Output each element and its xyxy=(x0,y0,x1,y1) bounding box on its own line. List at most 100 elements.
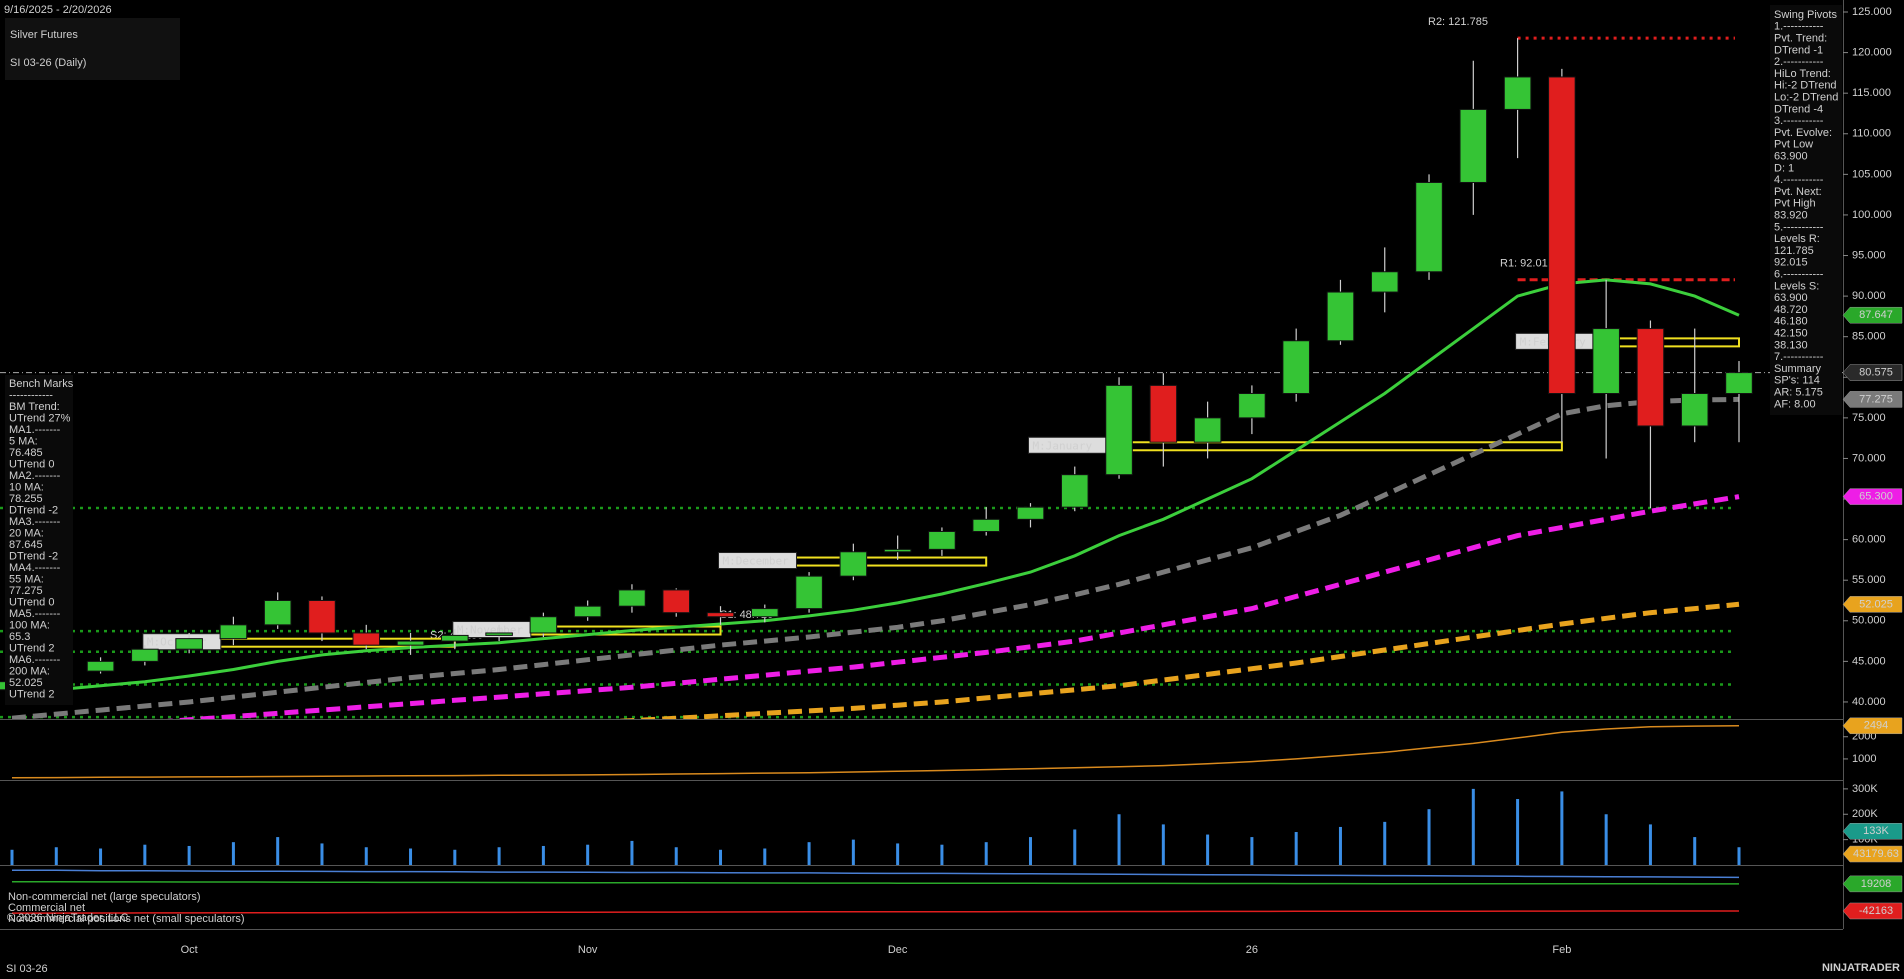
candle-body xyxy=(529,616,558,634)
price-badge xyxy=(1842,845,1903,863)
price-badge xyxy=(1842,823,1903,840)
price-badge xyxy=(1842,306,1903,324)
candle-body xyxy=(1238,393,1266,419)
candle-body xyxy=(839,551,868,577)
swing-pivot-line: 46.180 xyxy=(1774,316,1808,328)
swing-pivot-line: 2.----------- xyxy=(1774,56,1824,68)
volume-bar xyxy=(1028,837,1032,865)
bench-mark-line: UTrend 2 xyxy=(9,642,54,654)
price-badge-label: 65.300 xyxy=(1859,491,1893,503)
bench-mark-line: BM Trend: xyxy=(9,401,60,413)
swing-pivot-line: 1.----------- xyxy=(1774,21,1824,33)
candle-body xyxy=(1149,384,1178,443)
candle-body xyxy=(928,530,956,550)
chart-title: Silver Futures xyxy=(10,29,78,41)
swing-pivot-line: 38.130 xyxy=(1774,339,1808,351)
swing-pivot-line: Pvt High xyxy=(1774,198,1816,210)
volume-bar xyxy=(1206,834,1210,865)
volume-bar xyxy=(1338,826,1342,865)
moving-average xyxy=(615,601,1740,719)
y-tick-label: 1000 xyxy=(1852,753,1876,765)
volume-bar xyxy=(1693,837,1697,865)
volume-bar xyxy=(1737,847,1741,865)
volume-bar xyxy=(719,849,723,865)
volume-bar xyxy=(1560,791,1564,865)
x-tick-label: Oct xyxy=(181,944,198,956)
candle-body xyxy=(175,638,203,650)
bench-mark-line: UTrend 27% xyxy=(9,412,71,424)
price-badge-label: 133K xyxy=(1863,825,1889,837)
series-line xyxy=(12,910,1739,914)
volume-bar xyxy=(54,847,58,865)
volume-bar xyxy=(851,839,855,865)
panel xyxy=(11,725,1740,779)
bench-mark-line: 55 MA: xyxy=(9,573,44,585)
volume-bar xyxy=(276,837,280,865)
bench-mark-line: UTrend 0 xyxy=(9,458,54,470)
price-badge xyxy=(1842,717,1903,735)
y-tick-label: 75.000 xyxy=(1852,412,1886,424)
price-badge xyxy=(1842,364,1903,381)
swing-pivot-line: DTrend -4 xyxy=(1774,103,1823,115)
bench-mark-line: 100 MA: xyxy=(9,619,50,631)
y-tick-label: 60.000 xyxy=(1852,534,1886,546)
bench-mark-line: 65.3 xyxy=(9,631,30,643)
swing-pivot-line: AF: 8.00 xyxy=(1774,398,1816,410)
bench-mark-line: 5 MA: xyxy=(9,435,38,447)
candle-body xyxy=(1725,372,1753,395)
y-tick-label: 300K xyxy=(1852,783,1878,795)
moving-average xyxy=(166,494,1740,719)
x-tick-label: Dec xyxy=(888,944,908,956)
volume-bar xyxy=(453,849,457,865)
bench-mark-line: MA5.------- xyxy=(9,608,61,620)
symbol: SI 03-26 xyxy=(6,963,48,975)
volume-bar xyxy=(1516,799,1520,865)
candle-body xyxy=(1370,271,1399,293)
volume-bar xyxy=(1427,809,1431,865)
legend-entry: Commercial net xyxy=(8,902,85,914)
bench-mark-line: MA4.------- xyxy=(9,562,61,574)
candle-body xyxy=(662,589,691,614)
price-badge-label: 2494 xyxy=(1864,720,1888,732)
swing-pivot-line: 3.----------- xyxy=(1774,115,1824,127)
swing-pivot-line: DTrend -1 xyxy=(1774,44,1823,56)
swing-pivot-line: 63.900 xyxy=(1774,292,1808,304)
volume-bar xyxy=(364,847,368,865)
price-badge xyxy=(1842,391,1903,408)
candle-body xyxy=(396,640,425,646)
y-tick-label: 110.000 xyxy=(1852,128,1891,140)
candle-body xyxy=(352,632,381,646)
candle-body xyxy=(1282,340,1310,395)
y-tick-label: 70.000 xyxy=(1852,452,1886,464)
candle-body xyxy=(441,634,469,642)
candle-body xyxy=(1592,328,1620,395)
y-tick-label: 95.000 xyxy=(1852,249,1886,261)
candle-body xyxy=(1193,417,1222,443)
bench-mark-line: Bench Marks xyxy=(9,378,74,390)
bench-mark-line: 77.275 xyxy=(9,585,43,597)
volume-bar xyxy=(1250,837,1254,865)
swing-pivot-line: 4.----------- xyxy=(1774,174,1824,186)
series-line xyxy=(12,881,1739,885)
y-tick-label: 100.000 xyxy=(1852,209,1892,221)
swing-pivot-line: D: 1 xyxy=(1774,162,1794,174)
candle-body xyxy=(219,624,248,640)
title-box xyxy=(5,18,180,80)
swing-pivot-line: 63.900 xyxy=(1774,151,1808,163)
candle-body xyxy=(573,605,602,618)
y-tick-label: 85.000 xyxy=(1852,331,1886,343)
volume-bar xyxy=(1294,832,1298,865)
swing-pivots-box xyxy=(1770,5,1842,415)
level-label: R2: 121.785 xyxy=(1428,16,1488,28)
y-tick-label: 90.000 xyxy=(1852,290,1886,302)
candle-body xyxy=(131,648,159,662)
price-badge xyxy=(1842,902,1903,920)
y-tick-label: 105.000 xyxy=(1852,168,1892,180)
bench-mark-line: DTrend -2 xyxy=(9,550,58,562)
bench-mark-line: 78.255 xyxy=(9,493,43,505)
y-tick-label: 55.000 xyxy=(1852,574,1886,586)
candle-body xyxy=(86,660,115,672)
moving-average xyxy=(11,278,1740,696)
legend-entry: Non-commercial net (large speculators) xyxy=(8,891,201,903)
